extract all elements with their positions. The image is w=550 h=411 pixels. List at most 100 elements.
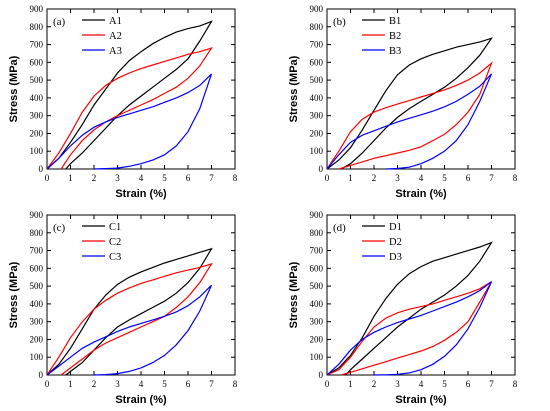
y-tick-label: 0 [319,370,324,380]
y-tick-label: 600 [310,263,324,273]
x-axis-title: Strain (%) [395,394,447,406]
legend-label-C1: C1 [109,222,121,233]
y-tick-label: 800 [30,228,44,238]
series-line-C3 [46,284,213,376]
series-line-A2 [46,47,213,170]
series-line-B3 [326,73,493,170]
y-tick-label: 400 [310,93,324,103]
series-line-C1 [46,247,213,376]
legend-label-D1: D1 [389,222,402,233]
y-tick-label: 500 [310,281,324,291]
series-line-B2 [326,61,493,170]
y-tick-label: 800 [310,228,324,238]
y-tick-label: 700 [30,246,44,256]
x-tick-label: 5 [442,173,447,183]
y-tick-label: 100 [310,352,324,362]
legend-label-C3: C3 [109,252,121,263]
series-line-B1 [326,37,493,170]
x-tick-label: 8 [233,173,238,183]
x-tick-label: 8 [513,379,518,389]
x-tick-label: 4 [139,173,144,183]
y-axis-title: Stress (MPa) [8,55,20,122]
y-tick-label: 600 [30,57,44,67]
x-tick-label: 2 [92,173,97,183]
y-tick-label: 300 [30,111,44,121]
panel-a: 0 1 2 3 4 5 6 7 8 0 100 200 300 400 500 600 700 800 900 Str… [8,4,238,200]
y-tick-label: 500 [30,281,44,291]
panel-b: 0 1 2 3 4 5 6 7 8 0 100 200 300 400 500 600 700 800 900 Str… [288,4,518,200]
legend-label-B1: B1 [389,16,401,27]
x-tick-label: 1 [68,379,73,389]
y-tick-label: 200 [30,334,44,344]
series-line-C2 [46,262,213,376]
y-tick-label: 700 [310,246,324,256]
y-tick-label: 200 [310,128,324,138]
y-tick-label: 800 [30,22,44,32]
y-tick-label: 400 [30,93,44,103]
y-tick-label: 0 [319,164,324,174]
x-tick-label: 1 [348,173,353,183]
x-tick-label: 3 [115,379,120,389]
legend-label-D3: D3 [389,252,402,263]
x-axis-title: Strain (%) [115,394,167,406]
x-tick-label: 1 [348,379,353,389]
series-line-D1 [326,241,493,376]
x-tick-label: 2 [372,173,377,183]
legend-label-A3: A3 [109,46,122,57]
x-tick-label: 0 [325,379,330,389]
x-tick-label: 7 [489,173,494,183]
x-tick-label: 6 [466,173,471,183]
x-tick-label: 1 [68,173,73,183]
y-tick-label: 400 [30,299,44,309]
x-tick-label: 0 [45,173,50,183]
y-axis-title: Stress (MPa) [8,261,20,328]
y-tick-label: 800 [310,22,324,32]
y-tick-label: 200 [30,128,44,138]
panel-label: (d) [333,222,346,234]
legend-label-B3: B3 [389,46,401,57]
y-tick-label: 900 [310,210,324,220]
y-tick-label: 100 [30,352,44,362]
y-tick-label: 100 [30,146,44,156]
x-tick-label: 7 [489,379,494,389]
x-tick-label: 3 [395,379,400,389]
y-tick-label: 400 [310,299,324,309]
y-tick-label: 900 [30,4,44,14]
plot-frame [326,8,516,170]
x-tick-label: 0 [45,379,50,389]
y-axis-title: Stress (MPa) [288,55,300,122]
x-tick-label: 6 [466,379,471,389]
series-line-D3 [326,281,493,376]
y-tick-label: 300 [30,317,44,327]
y-tick-label: 700 [30,40,44,50]
x-tick-label: 0 [325,173,330,183]
x-tick-label: 6 [186,379,191,389]
y-tick-label: 900 [310,4,324,14]
y-tick-label: 500 [310,75,324,85]
x-tick-label: 2 [92,379,97,389]
legend-label-B2: B2 [389,31,401,42]
x-tick-label: 8 [513,173,518,183]
series-line-A3 [46,73,213,170]
x-tick-label: 8 [233,379,238,389]
x-axis-title: Strain (%) [115,188,167,200]
series-line-D2 [326,281,493,376]
y-tick-label: 700 [310,40,324,50]
panel-d: 0 1 2 3 4 5 6 7 8 0 100 200 300 400 500 600 700 800 900 Str… [288,210,518,406]
y-axis-title: Stress (MPa) [288,261,300,328]
legend-label-D2: D2 [389,237,402,248]
panel-label: (c) [53,222,66,234]
x-axis-title: Strain (%) [395,188,447,200]
panel-label: (a) [53,16,66,28]
y-tick-label: 500 [30,75,44,85]
x-tick-label: 4 [419,379,424,389]
panel-c: 0 1 2 3 4 5 6 7 8 0 100 200 300 400 500 600 700 800 900 Str… [8,210,238,406]
y-tick-label: 200 [310,334,324,344]
x-tick-label: 2 [372,379,377,389]
legend-label-A2: A2 [109,31,122,42]
y-tick-label: 300 [310,317,324,327]
y-tick-label: 600 [310,57,324,67]
y-tick-label: 900 [30,210,44,220]
x-tick-label: 7 [209,173,214,183]
